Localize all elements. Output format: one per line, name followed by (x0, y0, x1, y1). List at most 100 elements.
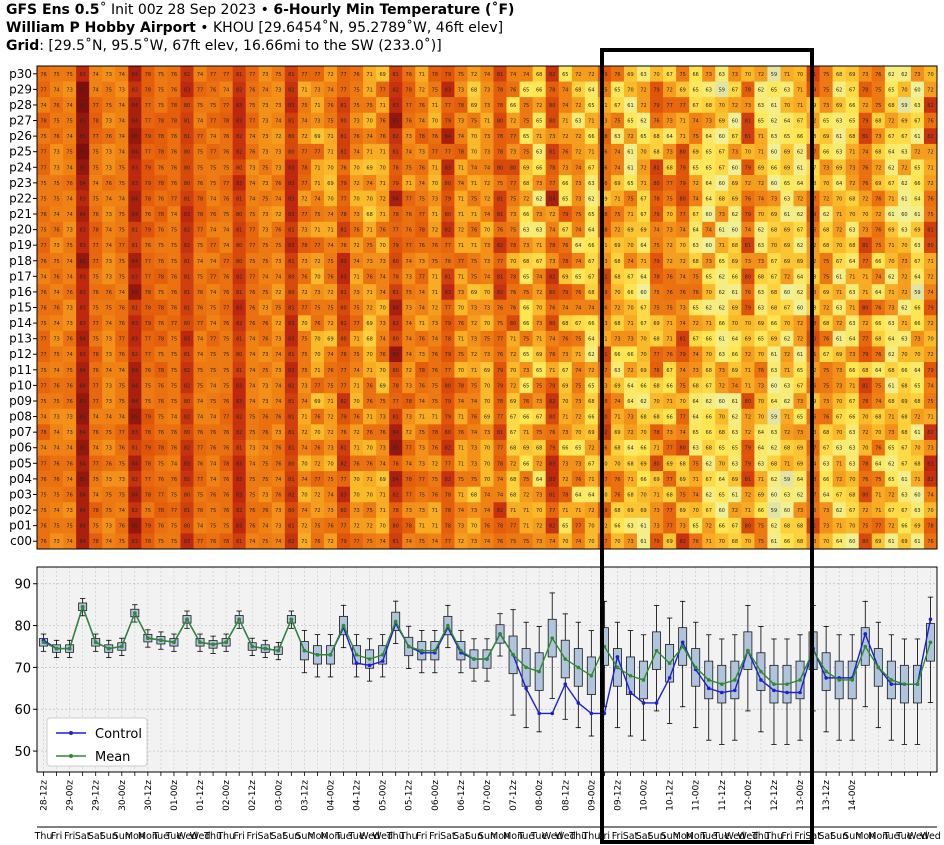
heatmap-cell-value: 76 (66, 383, 72, 389)
heatmap-cell-value: 72 (327, 430, 333, 436)
heatmap-cell-value: 71 (784, 461, 790, 467)
chart-title-line3: Grid: [29.5˚N, 95.5˚W, 67ft elev, 16.66m… (6, 38, 442, 54)
heatmap-cell-value: 74 (614, 165, 620, 171)
heatmap-cell (310, 315, 325, 332)
heatmap-cell (493, 206, 507, 223)
heatmap-cell-value: 76 (119, 446, 125, 452)
heatmap-cell-value: 77 (445, 306, 451, 312)
heatmap-cell-value: 71 (458, 337, 464, 343)
heatmap-cell-value: 79 (445, 352, 451, 358)
heatmap-cell (102, 143, 116, 160)
heatmap-cell (767, 237, 781, 254)
heatmap-cell (637, 206, 651, 223)
heatmap-cell-value: 76 (614, 492, 620, 498)
heatmap-cell-value: 76 (353, 461, 359, 467)
heatmap-cell-value: 75 (210, 352, 216, 358)
heatmap-cell-value: 71 (327, 228, 333, 234)
heatmap-cell-value: 62 (797, 243, 803, 249)
heatmap-cell (102, 112, 116, 129)
heatmap-cell-value: 76 (223, 196, 229, 202)
heatmap-cell (154, 330, 168, 347)
heatmap-cell (167, 81, 181, 98)
heatmap-cell (532, 190, 546, 207)
heatmap-cell (702, 143, 716, 160)
heatmap-cell-value: 75 (40, 134, 46, 140)
heatmap-cell-value: 74 (510, 72, 516, 78)
x-axis-tick-label: 28-12z (40, 780, 50, 811)
heatmap-cell-value: 73 (262, 492, 268, 498)
heatmap-cell (637, 159, 651, 176)
heatmap-cell (363, 315, 377, 332)
heatmap-cell-value: 62 (706, 399, 712, 405)
heatmap-cell (115, 315, 129, 332)
heatmap-cell-value: 74 (419, 306, 425, 312)
heatmap-cell-value: 72 (666, 259, 672, 265)
heatmap-cell-value: 77 (223, 103, 229, 109)
heatmap-cell (323, 97, 338, 114)
heatmap-cell (180, 330, 194, 347)
heatmap-cell-value: 82 (288, 492, 294, 498)
heatmap-cell-value: 71 (484, 119, 490, 125)
heatmap-cell (337, 206, 351, 223)
heatmap-cell-value: 82 (184, 415, 190, 421)
heatmap-cell-value: 73 (823, 399, 829, 405)
heatmap-cell-value: 75 (93, 165, 99, 171)
heatmap-cell (741, 190, 755, 207)
heatmap-cell-value: 72 (419, 87, 425, 93)
heatmap-cell (910, 175, 925, 191)
heatmap-cell (545, 268, 560, 285)
heatmap-cell (910, 330, 925, 347)
heatmap-cell (389, 143, 403, 160)
heatmap-cell-value: 79 (445, 415, 451, 421)
heatmap-cell-value: 78 (158, 212, 164, 218)
heatmap-cell (845, 252, 860, 269)
heatmap-cell-value: 76 (419, 243, 425, 249)
heatmap-cell-value: 65 (888, 477, 894, 483)
heatmap-cell-value: 60 (706, 243, 712, 249)
heatmap-cell (310, 299, 325, 316)
heatmap-cell-value: 67 (771, 274, 777, 280)
heatmap-cell-value: 72 (836, 477, 842, 483)
heatmap-cell (337, 128, 351, 145)
heatmap-cell-value: 83 (340, 259, 346, 265)
heatmap-cell-value: 75 (119, 228, 125, 234)
heatmap-cell-value: 69 (836, 165, 842, 171)
heatmap-cell (389, 175, 403, 191)
mean-point (211, 642, 215, 647)
heatmap-cell-value: 65 (693, 306, 699, 312)
heatmap-cell-value: 69 (627, 72, 633, 78)
heatmap-cell (232, 206, 246, 223)
heatmap-cell (141, 143, 155, 160)
heatmap-cell (310, 206, 325, 223)
heatmap-cell (467, 175, 481, 191)
heatmap-cell (50, 190, 64, 207)
heatmap-cell-value: 74 (106, 228, 112, 234)
heatmap-cell-value: 76 (262, 415, 268, 421)
mean-point (54, 646, 59, 651)
heatmap-cell-value: 76 (601, 306, 607, 312)
heatmap-cell (115, 346, 129, 363)
heatmap-cell (467, 112, 481, 129)
heatmap-cell-value: 76 (614, 477, 620, 483)
heatmap-cell-value: 80 (679, 446, 685, 452)
heatmap-cell (245, 221, 260, 238)
heatmap-cell-value: 70 (927, 508, 933, 514)
heatmap-cell (610, 159, 625, 176)
heatmap-cell-value: 73 (666, 150, 672, 156)
heatmap-cell-value: 74 (210, 477, 216, 483)
heatmap-cell (297, 143, 312, 160)
heatmap-cell-value: 61 (771, 352, 777, 358)
heatmap-cell-value: 73 (614, 337, 620, 343)
heatmap-cell-value: 74 (536, 274, 542, 280)
heatmap-cell-value: 74 (262, 87, 268, 93)
heatmap-cell-value: 81 (601, 274, 607, 280)
heatmap-cell-value: 83 (288, 103, 294, 109)
heatmap-cell (180, 66, 194, 82)
heatmap-cell-value: 75 (875, 103, 881, 109)
heatmap-cell-value: 70 (614, 539, 620, 545)
heatmap-cell (532, 252, 546, 269)
heatmap-cell-value: 76 (158, 399, 164, 405)
heatmap-cell-value: 84 (132, 461, 138, 467)
heatmap-cell-value: 73 (458, 119, 464, 125)
heatmap-cell-value: 69 (914, 228, 920, 234)
